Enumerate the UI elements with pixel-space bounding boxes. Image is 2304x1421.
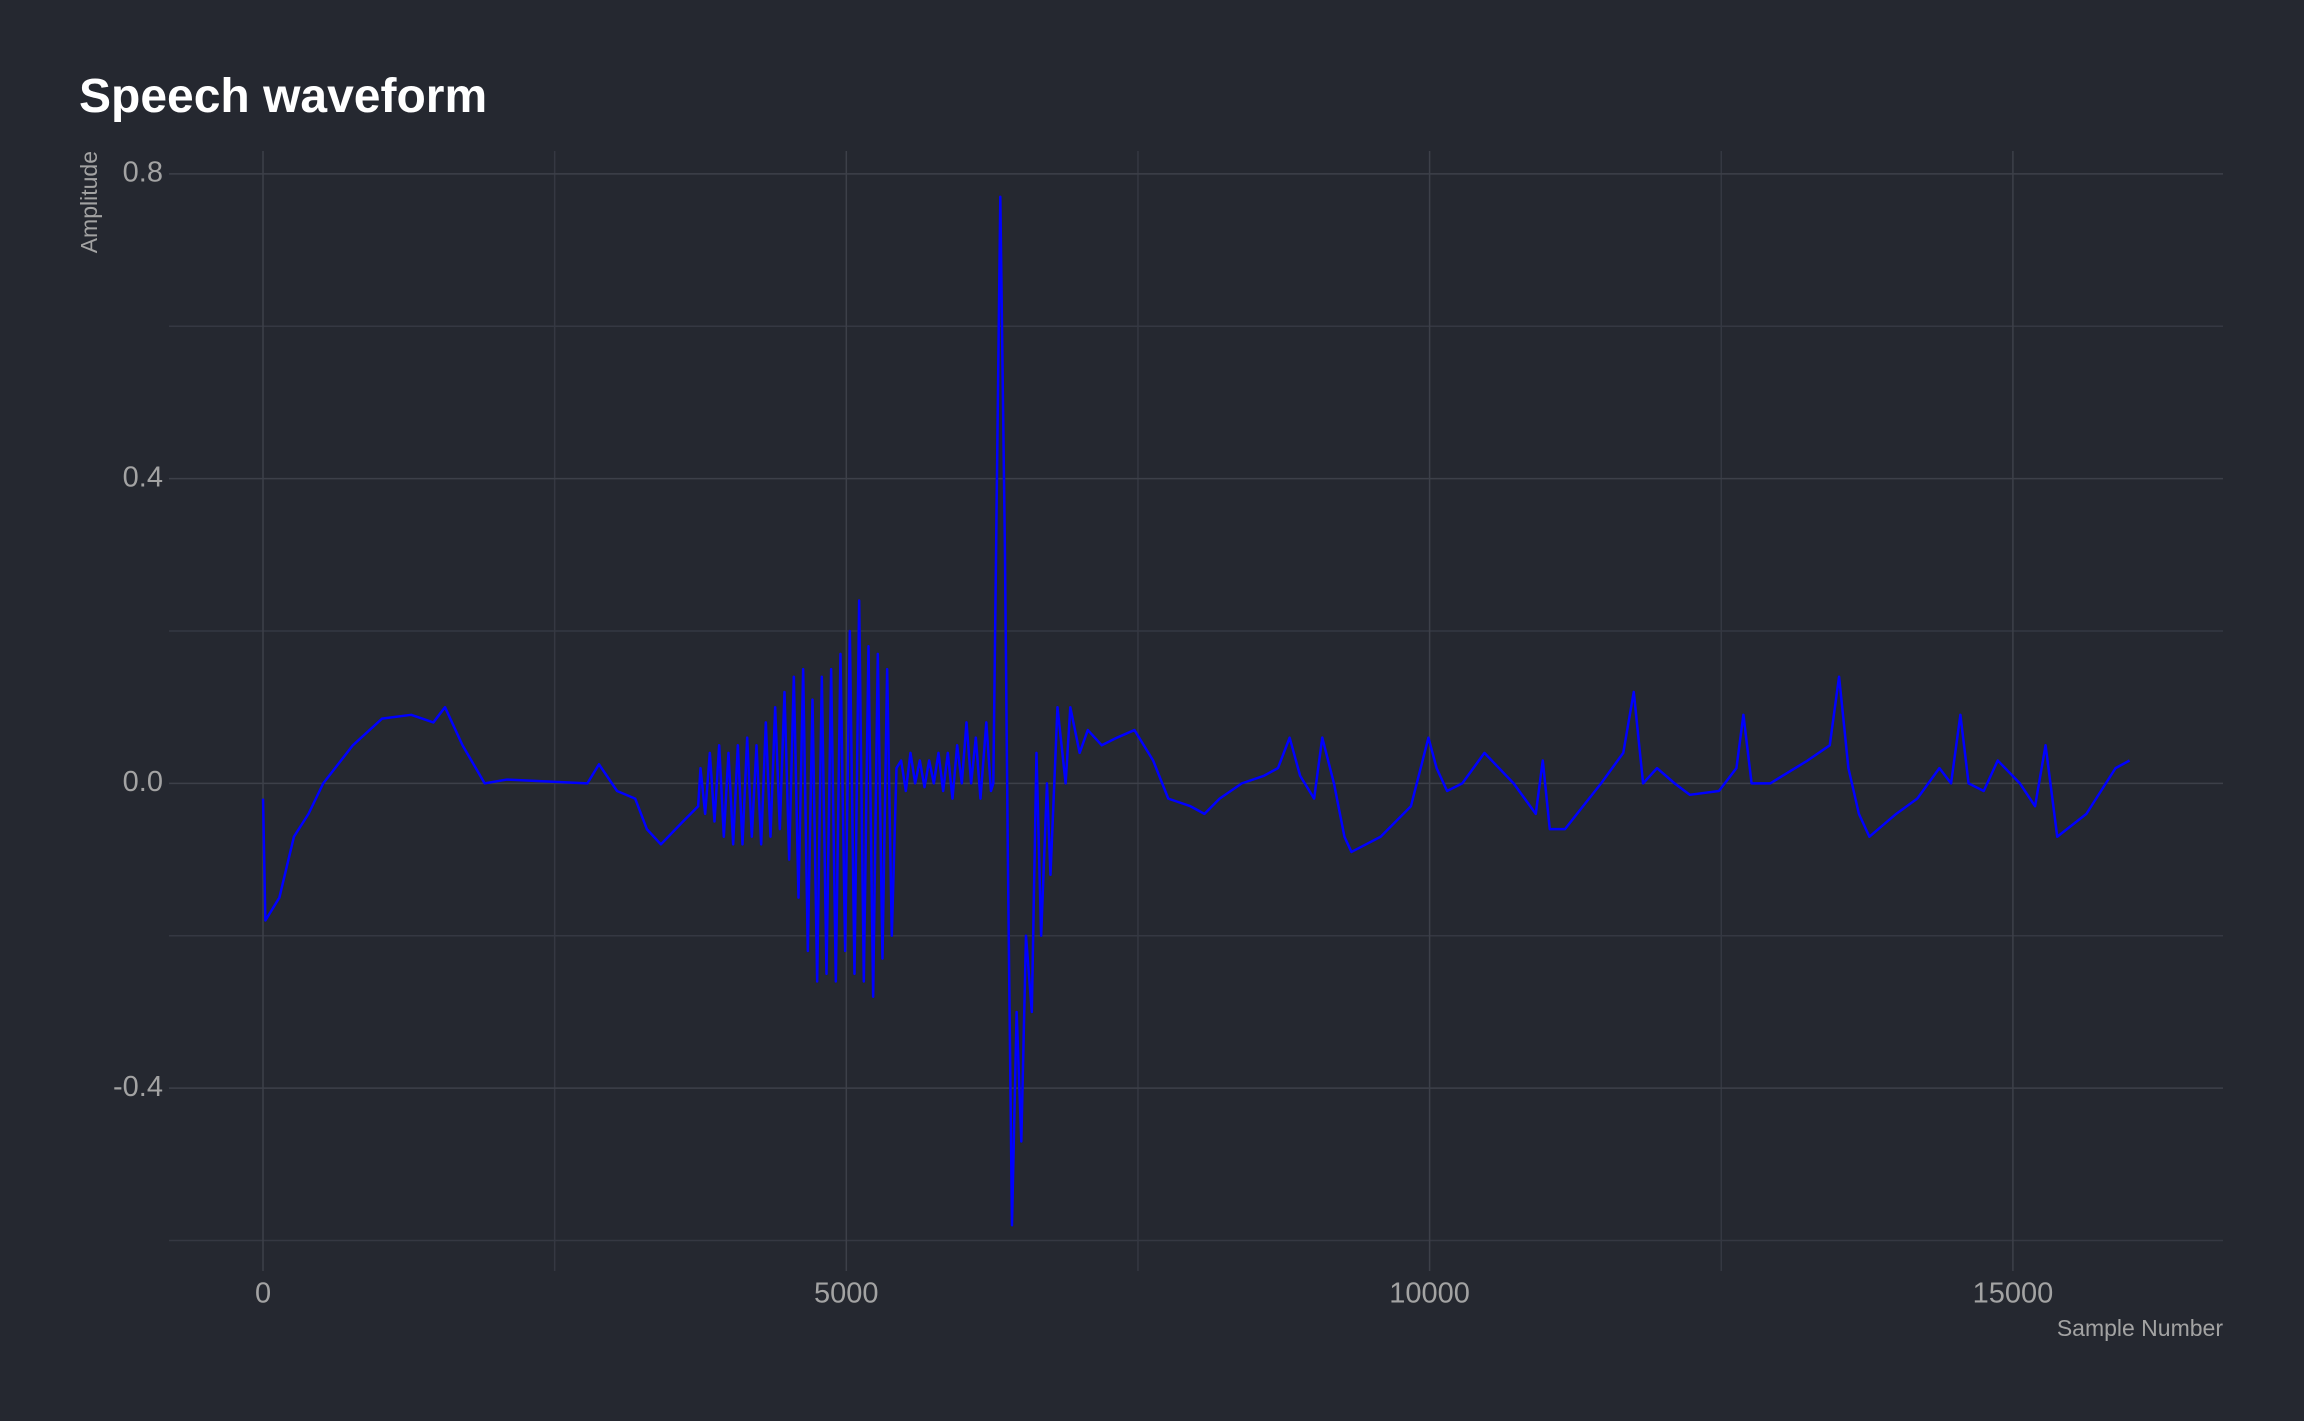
y-tick-label: 0.8 [123,157,163,189]
x-tick-label: 15000 [1973,1278,2054,1310]
x-tick-label: 10000 [1389,1278,1470,1310]
waveform-line [261,195,2131,1227]
x-tick-label: 5000 [814,1278,879,1310]
y-tick-label: 0.0 [123,766,163,798]
y-tick-label: 0.4 [123,461,163,493]
y-axis-title: Amplitude [76,151,102,253]
x-tick-label: 0 [255,1278,271,1310]
chart-title: Speech waveform [79,70,487,123]
x-axis-title: Sample Number [2057,1315,2224,1341]
y-tick-label: -0.4 [113,1071,163,1103]
